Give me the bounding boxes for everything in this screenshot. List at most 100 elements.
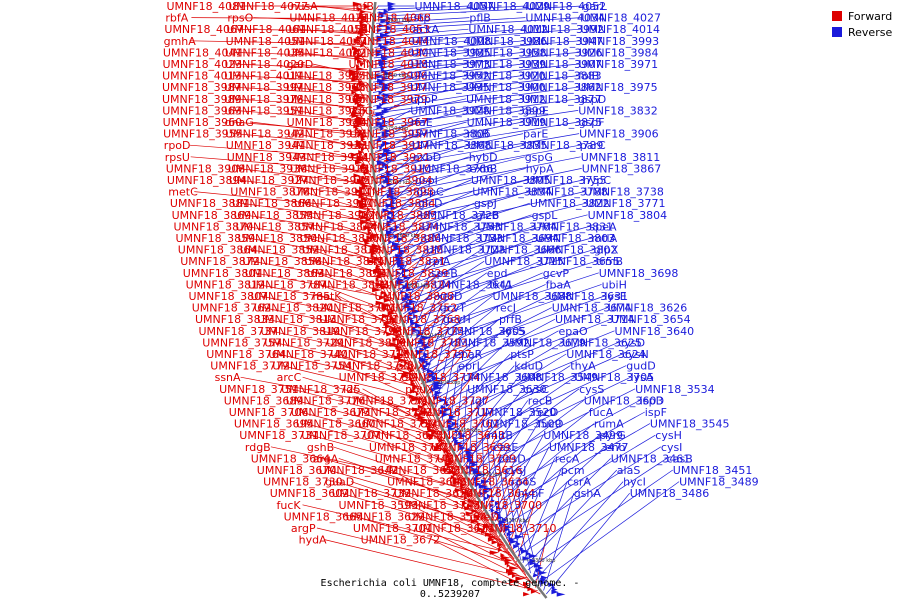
reverse-gene-label: UMNF18_3789: [524, 139, 604, 152]
reverse-connector: [373, 86, 523, 111]
forward-feature: [446, 464, 453, 469]
reverse-feature: [382, 141, 393, 146]
forward-feature: [461, 490, 470, 495]
reverse-gene-label: UMNF18_4034: [525, 12, 605, 25]
reverse-gene-label: garL: [583, 0, 608, 13]
forward-connector: [322, 458, 478, 503]
forward-feature: [487, 537, 495, 542]
reverse-gene-label: UMNF18_3971: [579, 58, 659, 71]
reverse-gene-label: pflB: [469, 12, 490, 25]
reverse-feature: [383, 148, 392, 153]
forward-feature: [471, 508, 478, 514]
reverse-connector: [391, 214, 588, 266]
forward-gene-label: rdgB: [245, 441, 271, 454]
reverse-gene-label: folB: [578, 70, 599, 83]
reverse-feature: [533, 573, 539, 578]
forward-feature: [371, 222, 377, 228]
forward-gene-label: UMNF18_3737: [199, 325, 279, 338]
forward-gene-label: UMNF18_4041: [163, 46, 243, 59]
forward-connector: [419, 400, 448, 445]
reverse-feature: [375, 112, 385, 117]
reverse-gene-label: UMNF18_4052: [527, 0, 607, 13]
scale-tick-label: 3600 kbp: [407, 283, 431, 289]
reverse-gene-label: prfB: [499, 313, 522, 326]
legend-forward-label: Forward: [848, 9, 893, 23]
forward-connector: [334, 481, 493, 528]
reverse-gene-label: UMNF18_3806: [411, 128, 491, 141]
forward-feature: [407, 365, 412, 371]
forward-gene-label: UMNF18_3762: [192, 302, 272, 315]
forward-gene-label: UMNF18_4044: [350, 35, 430, 48]
forward-connector: [301, 191, 376, 213]
reverse-gene-label: UMNF18_3771: [586, 197, 666, 210]
reverse-connector: [423, 307, 608, 377]
forward-gene-label: UMNF18_3864: [178, 244, 258, 257]
reverse-connector: [376, 133, 524, 166]
reverse-connector: [532, 481, 568, 577]
forward-gene-label: UMNF18_4077: [229, 0, 309, 13]
forward-connector: [458, 481, 498, 534]
forward-feature: [466, 493, 473, 498]
reverse-gene-label: pyrG: [599, 429, 626, 442]
reverse-feature: [449, 417, 455, 422]
forward-feature: [420, 410, 430, 415]
reverse-feature: [399, 251, 405, 256]
reverse-feature: [388, 239, 392, 244]
reverse-connector: [427, 318, 556, 387]
forward-feature: [398, 339, 405, 345]
reverse-feature: [396, 280, 406, 285]
forward-feature: [504, 558, 513, 563]
forward-feature: [356, 66, 365, 72]
reverse-gene-label: UMNF18_3679: [506, 336, 586, 349]
forward-feature: [355, 189, 364, 194]
forward-gene-label: UMNF18_4030: [349, 46, 429, 59]
reverse-gene-label: UMNF18_3451: [673, 464, 753, 477]
reverse-connector: [503, 446, 550, 536]
reverse-gene-label: UMNF18_4012: [468, 23, 548, 36]
forward-gene-label: UMNF18_3634: [449, 476, 529, 489]
reverse-gene-label: UMNF18_3920: [466, 70, 546, 83]
forward-connector: [352, 388, 440, 430]
reverse-connector: [459, 376, 631, 460]
reverse-gene-label: UMNF18_3545: [650, 418, 730, 431]
reverse-feature: [379, 102, 384, 107]
forward-feature: [370, 254, 375, 259]
reverse-feature: [431, 376, 442, 381]
reverse-feature: [423, 345, 432, 350]
reverse-connector: [375, 133, 468, 162]
reverse-gene-label: recB: [528, 394, 553, 407]
forward-connector: [363, 191, 377, 216]
forward-feature: [354, 87, 364, 92]
forward-gene-label: UMNF18_3700: [463, 499, 543, 512]
forward-connector: [303, 202, 378, 226]
forward-feature: [352, 1, 363, 7]
forward-feature: [498, 545, 502, 550]
reverse-gene-label: UMNF18_3625: [562, 336, 642, 349]
forward-gene-label: UMNF18_3844: [298, 220, 378, 233]
forward-gene-label: rpsO: [227, 12, 253, 25]
reverse-gene-label: UMNF18_4027: [581, 12, 661, 25]
reverse-feature: [377, 138, 381, 143]
forward-connector: [234, 52, 368, 58]
forward-feature: [409, 376, 413, 381]
reverse-feature: [474, 477, 480, 482]
reverse-feature: [503, 527, 511, 532]
forward-connector: [368, 226, 384, 255]
reverse-gene-label: UMNF18_3984: [579, 46, 659, 59]
forward-gene-label: UMNF18_3759: [348, 394, 428, 407]
reverse-connector: [535, 481, 624, 581]
forward-feature: [411, 397, 422, 402]
forward-gene-label: argA: [313, 452, 339, 465]
reverse-connector: [376, 17, 470, 24]
forward-gene-label: UMNF18_4081: [167, 0, 247, 13]
reverse-connector: [440, 342, 619, 418]
forward-connector: [241, 202, 378, 223]
forward-connector: [254, 272, 394, 299]
reverse-gene-label: hycI: [623, 476, 646, 489]
forward-connector: [312, 63, 368, 77]
forward-connector: [378, 202, 428, 233]
reverse-connector: [395, 237, 480, 287]
forward-gene-label: UMNF18_3707: [301, 429, 381, 442]
reverse-gene-label: UMNF18_3704: [478, 220, 558, 233]
forward-gene-label: UMNF18_3977: [348, 81, 428, 94]
